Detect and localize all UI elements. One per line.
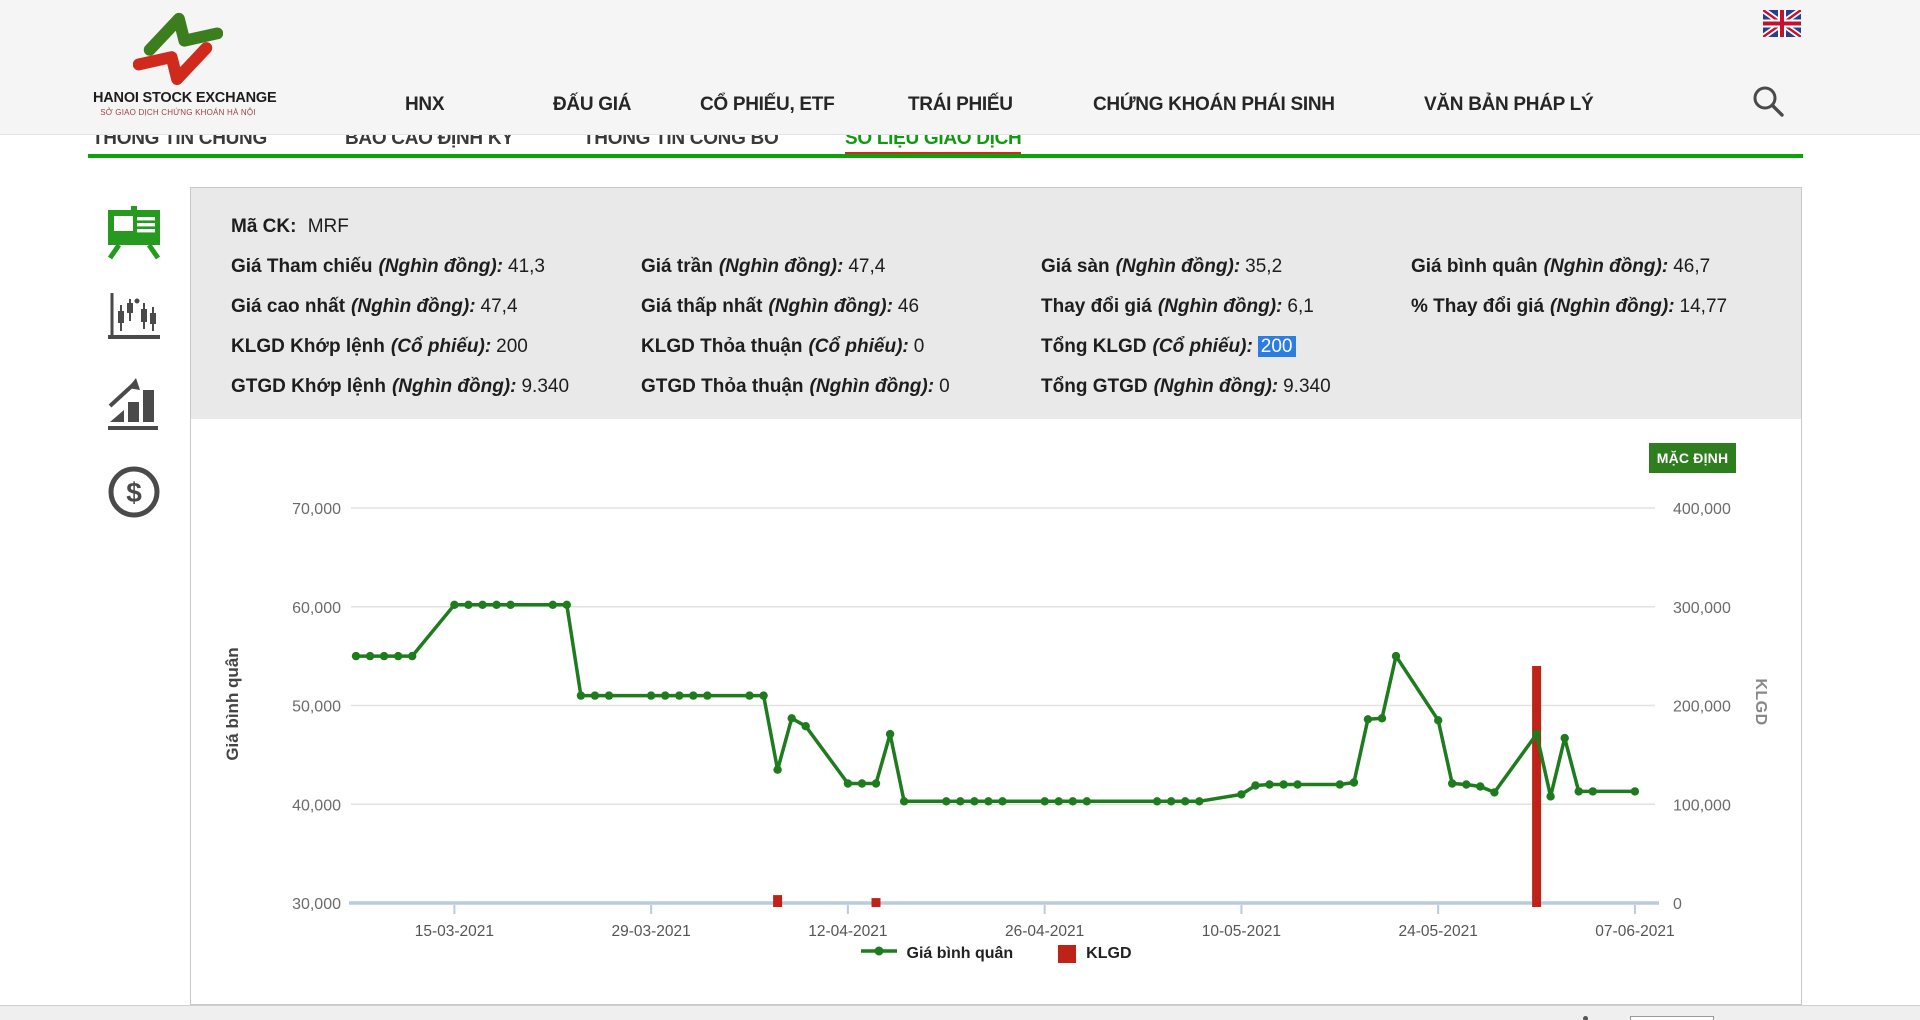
legend-item-volume[interactable]: KLGD [1058, 944, 1132, 963]
info-cell: KLGD Khớp lệnh (Cổ phiếu): 200 [231, 336, 528, 357]
svg-text:40,000: 40,000 [292, 797, 341, 814]
header: HANOI STOCK EXCHANGE SỞ GIAO DỊCH CHỨNG … [0, 0, 1920, 135]
sidebar-dollar-circle-icon[interactable]: $ [106, 464, 162, 520]
left-axis-title: Giá bình quân [223, 647, 242, 761]
svg-text:15-03-2021: 15-03-2021 [415, 923, 494, 940]
legend-bar-marker [1058, 944, 1077, 963]
nav-phai-sinh[interactable]: CHỨNG KHOÁN PHÁI SINH [1093, 94, 1335, 115]
search-icon[interactable] [1750, 83, 1790, 123]
right-axis-title: KLGD [1752, 678, 1769, 726]
chart-legend: Giá bình quân KLGD [191, 944, 1801, 963]
svg-text:26-04-2021: 26-04-2021 [1005, 923, 1084, 940]
footer-strip [0, 1005, 1920, 1020]
info-cell: Giá bình quân (Nghìn đồng): 46,7 [1411, 256, 1711, 277]
svg-text:300,000: 300,000 [1673, 600, 1731, 617]
stock-info-panel: Mã CK: MRF Giá Tham chiếu (Nghìn đồng): 41… [191, 188, 1801, 419]
nav-dau-gia[interactable]: ĐẤU GIÁ [553, 94, 632, 115]
info-cell: Thay đổi giá (Nghìn đồng): 6,1 [1041, 296, 1314, 317]
info-cell: Giá cao nhất (Nghìn đồng): 47,4 [231, 296, 518, 317]
svg-text:12-04-2021: 12-04-2021 [808, 923, 887, 940]
ticker-cell: Mã CK: MRF [231, 216, 349, 238]
info-cell: Tổng GTGD (Nghìn đồng): 9.340 [1041, 376, 1331, 397]
svg-text:24-05-2021: 24-05-2021 [1399, 923, 1478, 940]
svg-text:10-05-2021: 10-05-2021 [1202, 923, 1281, 940]
logo-title: HANOI STOCK EXCHANGE [93, 90, 277, 106]
info-cell: GTGD Khớp lệnh (Nghìn đồng): 9.340 [231, 376, 570, 397]
logo[interactable]: HANOI STOCK EXCHANGE SỞ GIAO DỊCH CHỨNG … [93, 6, 277, 117]
price-volume-chart: 30,000 0 40,000 100,000 50,000 200,000 60,000 3… [292, 501, 1731, 940]
info-cell-total-klgd: Tổng KLGD (Cổ phiếu): 200 [1041, 336, 1296, 358]
nav-hnx[interactable]: HNX [405, 94, 445, 115]
info-cell: Giá sàn (Nghìn đồng): 35,2 [1041, 256, 1283, 277]
svg-text:50,000: 50,000 [292, 699, 341, 716]
content-panel: Mã CK: MRF Giá Tham chiếu (Nghìn đồng): 41… [190, 187, 1802, 1005]
legend-label-price: Giá bình quân [906, 944, 1014, 962]
footer-bullet-icon [1583, 1016, 1588, 1020]
svg-text:07-06-2021: 07-06-2021 [1595, 923, 1674, 940]
svg-text:30,000: 30,000 [292, 896, 341, 913]
ticker-label: Mã CK: [231, 216, 297, 237]
info-cell: % Thay đổi giá (Nghìn đồng): 14,77 [1411, 296, 1728, 317]
legend-label-volume: KLGD [1086, 944, 1132, 962]
nav-co-phieu-etf[interactable]: CỔ PHIẾU, ETF [700, 94, 835, 115]
svg-text:200,000: 200,000 [1673, 699, 1731, 716]
info-cell: Giá thấp nhất (Nghìn đồng): 46 [641, 296, 920, 317]
svg-text:$: $ [126, 477, 142, 508]
svg-text:400,000: 400,000 [1673, 501, 1731, 518]
uk-flag-icon[interactable] [1761, 7, 1803, 40]
sidebar-candlestick-chart-icon[interactable] [106, 291, 162, 347]
svg-text:100,000: 100,000 [1673, 797, 1731, 814]
svg-text:29-03-2021: 29-03-2021 [611, 923, 690, 940]
legend-item-price[interactable]: Giá bình quân [860, 944, 1014, 963]
info-cell: KLGD Thỏa thuận (Cổ phiếu): 0 [641, 336, 925, 357]
sidebar-bar-chart-icon[interactable] [106, 376, 162, 432]
svg-text:0: 0 [1673, 896, 1682, 913]
svg-text:70,000: 70,000 [292, 501, 341, 518]
svg-text:60,000: 60,000 [292, 600, 341, 617]
info-cell: Giá trần (Nghìn đồng): 47,4 [641, 256, 886, 277]
logo-subtitle: SỞ GIAO DỊCH CHỨNG KHOÁN HÀ NỘI [100, 108, 256, 117]
info-cell: GTGD Thỏa thuận (Nghìn đồng): 0 [641, 376, 950, 397]
default-button[interactable]: MẶC ĐỊNH [1649, 443, 1736, 473]
legend-line-marker [860, 944, 897, 963]
ticker-value: MRF [307, 216, 349, 237]
sidebar-presentation-board-icon[interactable] [106, 206, 162, 262]
hnx-logo-icon [93, 6, 263, 90]
nav-trai-phieu[interactable]: TRÁI PHIẾU [908, 94, 1013, 115]
info-cell: Giá Tham chiếu (Nghìn đồng): 41,3 [231, 256, 545, 277]
nav-van-ban-phap-ly[interactable]: VĂN BẢN PHÁP LÝ [1424, 94, 1594, 115]
partial-footer-field[interactable] [1630, 1016, 1714, 1020]
active-tab-underline [845, 152, 1022, 155]
selected-value: 200 [1257, 336, 1296, 357]
section-divider-line [88, 154, 1803, 158]
